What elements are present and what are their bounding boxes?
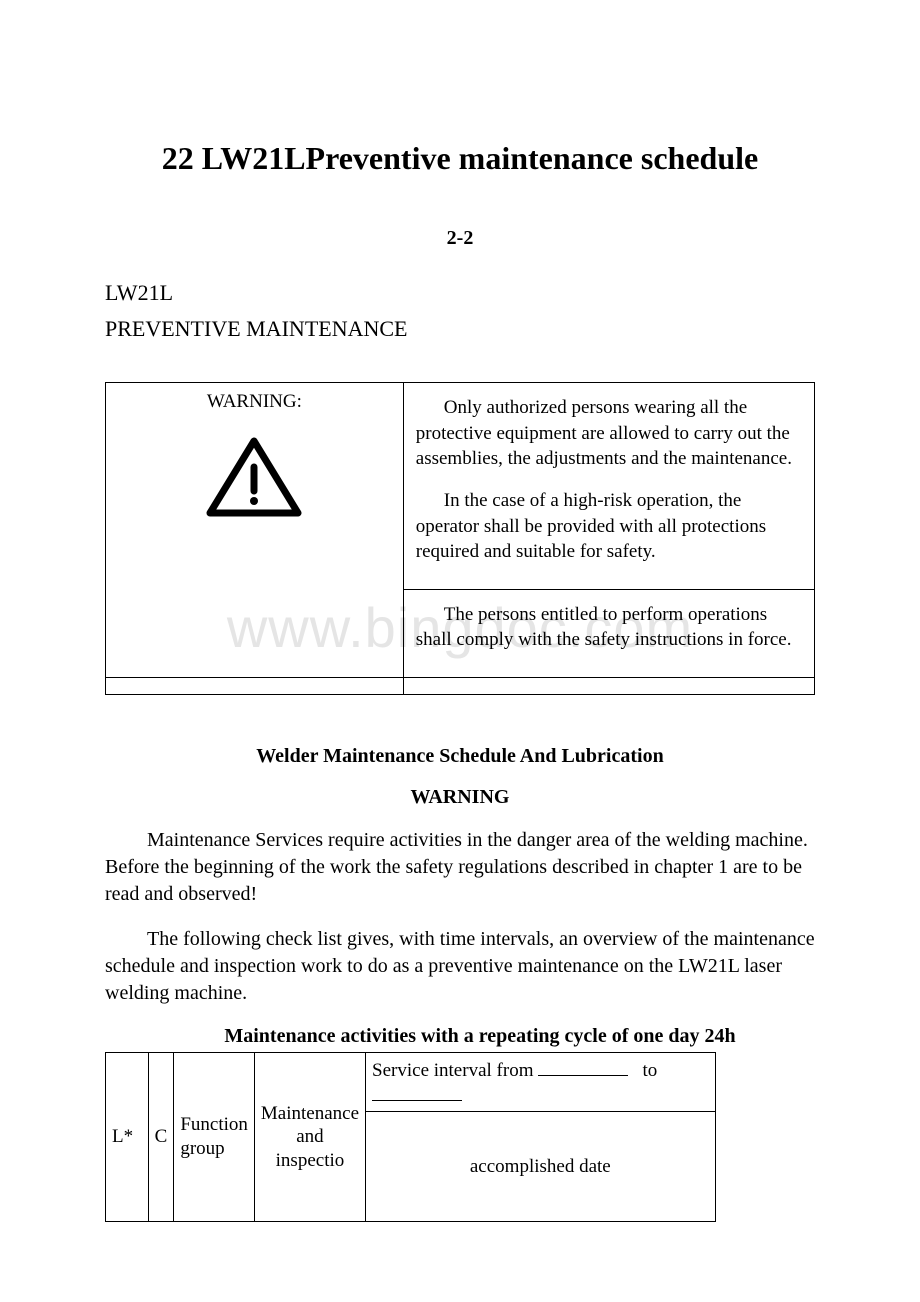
col-header-maintenance: Maintenance and inspectio	[254, 1053, 365, 1222]
warning-heading: WARNING	[105, 786, 815, 809]
accomplished-date-cell: accomplished date	[366, 1112, 716, 1222]
cycle-title: Maintenance activities with a repeating …	[105, 1025, 815, 1048]
service-from-label: Service interval from	[372, 1060, 533, 1081]
sub-number: 2-2	[105, 227, 815, 250]
model-label: LW21L	[105, 280, 815, 306]
body-para-1: Maintenance Services require activities …	[105, 827, 815, 908]
col-header-function: Function group	[174, 1053, 255, 1222]
service-to-blank	[372, 1082, 462, 1101]
service-to-label: to	[642, 1060, 657, 1081]
page-title: 22 LW21LPreventive maintenance schedule	[105, 140, 815, 177]
body-para-2: The following check list gives, with tim…	[105, 926, 815, 1007]
warning-para-2: In the case of a high-risk operation, th…	[416, 488, 802, 565]
col-header-l: L*	[106, 1053, 149, 1222]
service-from-blank	[538, 1057, 628, 1076]
col-header-c: C	[148, 1053, 174, 1222]
warning-table: WARNING: Only authorized persons wearing…	[105, 382, 815, 695]
section-title: PREVENTIVE MAINTENANCE	[105, 316, 815, 342]
warning-label: WARNING:	[118, 391, 391, 413]
schedule-title: Welder Maintenance Schedule And Lubricat…	[105, 745, 815, 768]
maintenance-table: L* C Function group Maintenance and insp…	[105, 1052, 716, 1222]
warning-triangle-icon	[206, 437, 302, 525]
service-interval-row: Service interval from to	[366, 1053, 716, 1112]
warning-para-1: Only authorized persons wearing all the …	[416, 395, 802, 472]
warning-para-3: The persons entitled to perform operatio…	[416, 602, 802, 653]
